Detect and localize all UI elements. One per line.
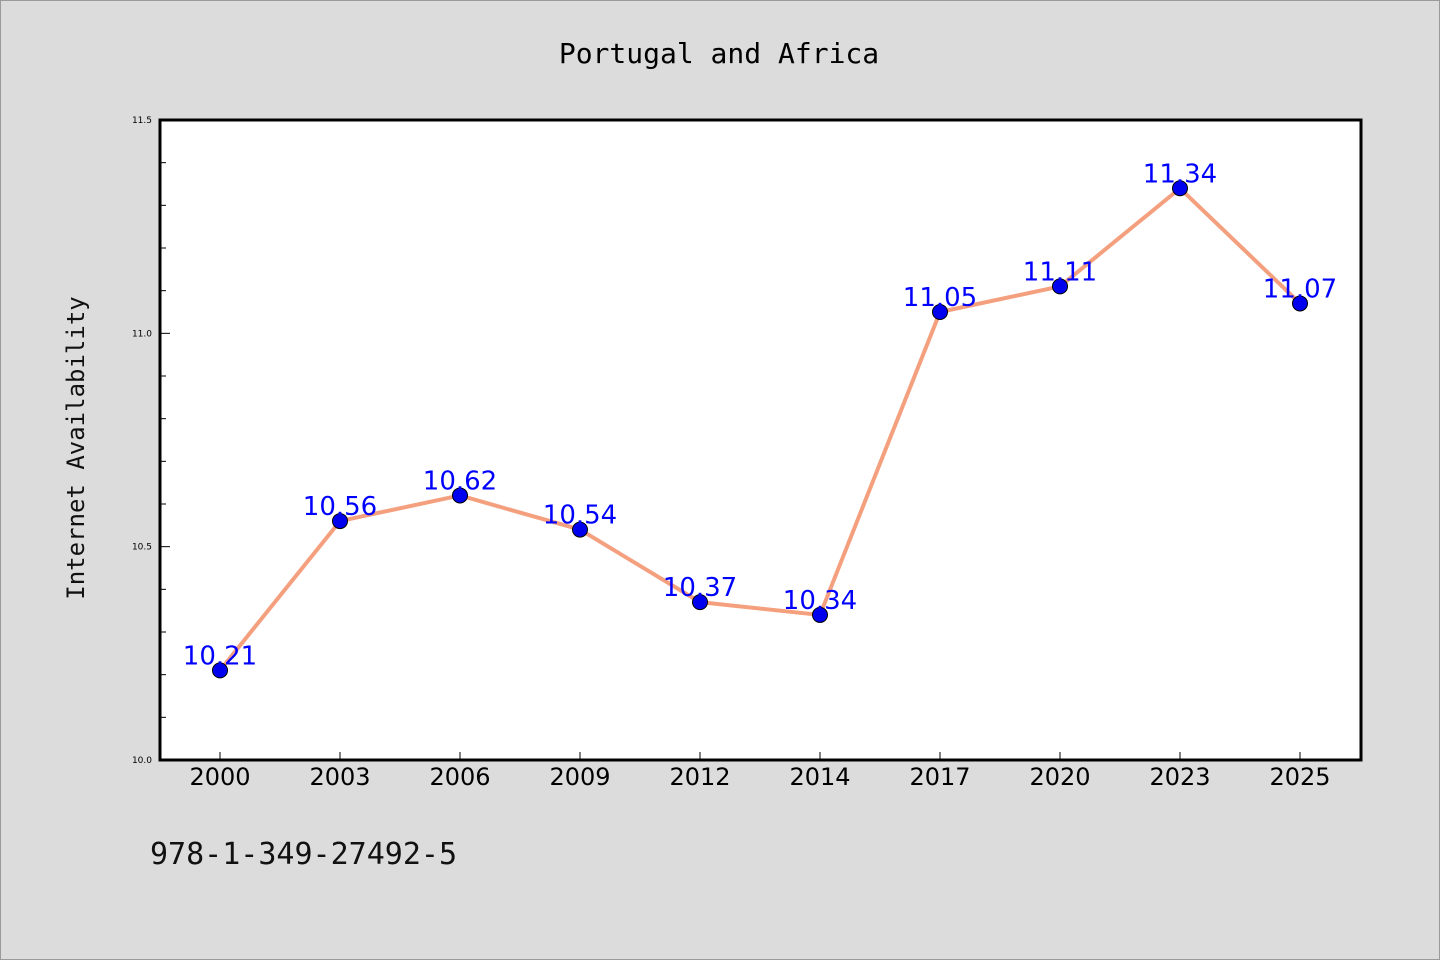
data-label: 11.07: [1263, 274, 1337, 304]
x-axis: 2000 2003 2006 2009 2012 2014 2017 2020 2023 2025: [189, 752, 1331, 791]
data-point: [212, 662, 228, 679]
data-point: [1052, 278, 1068, 295]
data-point: [1172, 180, 1188, 197]
y-axis-label: Internet Availability: [62, 296, 90, 599]
series-line: [218, 186, 1302, 673]
data-point: [692, 594, 708, 611]
y-tick-label: 10.5: [132, 543, 152, 553]
x-tick-label: 2020: [1029, 763, 1090, 791]
data-point: [812, 606, 828, 623]
y-tick-label: 10.0: [132, 756, 152, 766]
data-point: [332, 513, 348, 530]
x-tick-label: 2012: [669, 763, 730, 791]
y-tick-label: 11.5: [132, 116, 152, 126]
data-label: 11.34: [1143, 159, 1217, 189]
x-tick-label: 2006: [429, 763, 490, 791]
data-label: 10.62: [423, 466, 497, 496]
x-tick-label: 2017: [909, 763, 970, 791]
data-point: [572, 521, 588, 538]
x-tick-label: 2014: [789, 763, 850, 791]
data-point: [452, 487, 468, 504]
plot-area: [158, 118, 1363, 762]
data-point: [1292, 295, 1308, 312]
data-label: 10.21: [183, 641, 257, 671]
data-label: 10.56: [303, 492, 377, 522]
x-tick-label: 2000: [189, 763, 250, 791]
y-axis: 10.0 10.5 11.0 11.5: [132, 116, 170, 766]
data-label: 10.34: [783, 586, 857, 616]
x-tick-label: 2023: [1149, 763, 1210, 791]
data-point: [932, 304, 948, 320]
series-layer: 10.21 10.56 10.62 10.54 10.37 10.34 11.05 11.11…: [183, 159, 1337, 679]
x-tick-label: 2003: [309, 763, 370, 791]
y-tick-label: 11.0: [132, 329, 152, 339]
chart-title: Portugal and Africa: [559, 37, 879, 70]
data-label: 11.05: [903, 283, 977, 313]
x-tick-label: 2025: [1269, 763, 1330, 791]
footnote-isbn: 978-1-349-27492-5: [150, 837, 457, 872]
x-tick-label: 2009: [549, 763, 610, 791]
data-label: 11.11: [1023, 257, 1097, 287]
data-label: 10.54: [543, 501, 617, 531]
data-label: 10.37: [663, 573, 737, 603]
